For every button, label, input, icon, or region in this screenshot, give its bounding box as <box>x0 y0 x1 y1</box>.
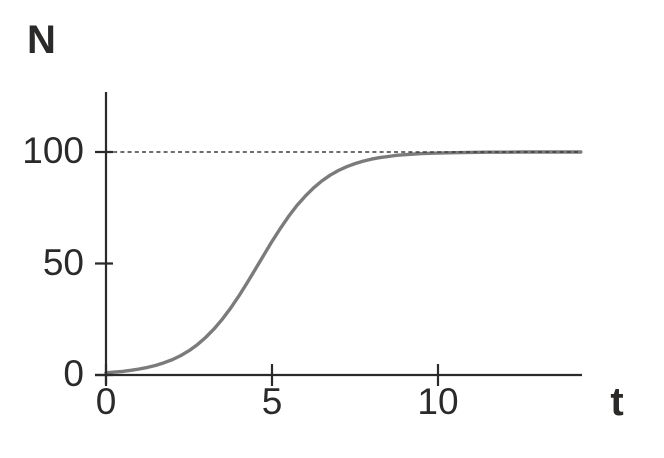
x-axis-label: t <box>610 380 624 424</box>
x-tick-label-5: 5 <box>261 381 283 422</box>
y-tick-label-100: 100 <box>22 130 84 171</box>
x-tick-label-10: 10 <box>417 381 459 422</box>
y-tick-label-50: 50 <box>42 241 84 283</box>
x-tick-label-0: 0 <box>95 381 117 422</box>
growth-curve <box>104 150 583 375</box>
y-tick-label-0: 0 <box>63 353 84 394</box>
y-axis-label: N <box>27 18 56 62</box>
